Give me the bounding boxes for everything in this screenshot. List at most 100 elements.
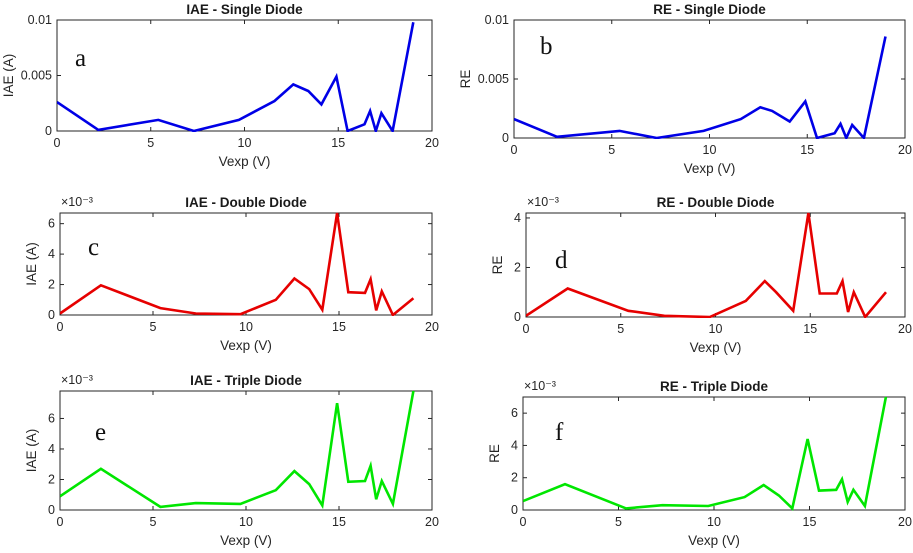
- data-point: [625, 507, 627, 509]
- data-point: [775, 291, 777, 293]
- data-point: [381, 290, 383, 292]
- data-point: [819, 292, 821, 294]
- data-point: [788, 120, 790, 122]
- y-tick-label: 4: [48, 247, 55, 261]
- panel-letter: f: [555, 419, 564, 446]
- data-point: [308, 483, 310, 485]
- data-point: [556, 136, 558, 138]
- y-tick-label: 0.01: [28, 13, 52, 27]
- x-tick-label: 0: [57, 515, 64, 529]
- data-point: [818, 489, 820, 491]
- axes-box: [56, 19, 433, 132]
- data-point: [56, 101, 58, 103]
- y-tick-label: 0.01: [485, 13, 509, 27]
- data-point: [293, 470, 295, 472]
- x-axis-label: Vexp (V): [684, 161, 736, 176]
- data-point: [392, 314, 394, 316]
- data-point: [791, 507, 793, 509]
- x-tick-label: 5: [147, 136, 154, 150]
- data-point: [381, 480, 383, 482]
- data-point: [863, 137, 865, 139]
- data-point: [321, 308, 323, 310]
- data-point: [762, 484, 764, 486]
- x-tick-label: 0: [57, 320, 64, 334]
- y-tick-label: 2: [48, 472, 55, 486]
- panel-letter: b: [540, 33, 553, 60]
- data-point: [833, 132, 835, 134]
- data-point: [375, 498, 377, 500]
- x-tick-label: 5: [150, 320, 157, 334]
- x-tick-label: 10: [239, 515, 253, 529]
- data-point: [885, 291, 887, 293]
- y-tick-label: 0: [45, 124, 52, 138]
- data-point: [522, 500, 524, 502]
- x-axis-label: Vexp (V): [220, 533, 272, 548]
- data-point: [792, 310, 794, 312]
- panel-a-iae-single-diode: 0 5 10 15 20 0 0.005 0.01 IAE - Single Diode Vexp…: [1, 2, 439, 169]
- panel-letter: a: [75, 45, 86, 72]
- data-point: [513, 118, 515, 120]
- data-point: [864, 505, 866, 507]
- data-point: [566, 287, 568, 289]
- data-point: [59, 312, 61, 314]
- panel-d-re-double-diode: 0 5 10 15 20 0 2 4 RE - Double Diode Vexp (V) RE ×1…: [490, 195, 912, 355]
- y-tick-label: 0.005: [478, 72, 509, 86]
- x-tick-label: 15: [332, 515, 346, 529]
- data-point: [380, 112, 382, 114]
- y-axis-multiplier: ×10⁻³: [524, 379, 556, 393]
- data-point: [745, 300, 747, 302]
- series-line: [523, 396, 888, 511]
- y-tick-label: 6: [48, 411, 55, 425]
- y-tick-label: 0: [48, 308, 55, 322]
- data-point: [771, 110, 773, 112]
- x-tick-label: 15: [332, 320, 346, 334]
- y-axis-label: IAE (A): [24, 429, 39, 473]
- data-point: [884, 35, 886, 37]
- y-tick-label: 0: [514, 310, 521, 324]
- data-point: [308, 288, 310, 290]
- x-tick-label: 10: [238, 136, 252, 150]
- y-tick-label: 4: [511, 438, 518, 452]
- y-tick-label: 2: [514, 260, 521, 274]
- data-point: [707, 505, 709, 507]
- data-point: [392, 503, 394, 505]
- y-axis-label: RE: [487, 444, 502, 463]
- y-tick-label: 6: [511, 406, 518, 420]
- data-point: [852, 489, 854, 491]
- data-point: [195, 312, 197, 314]
- data-point: [564, 483, 566, 485]
- data-point: [841, 478, 843, 480]
- x-tick-label: 15: [803, 515, 817, 529]
- y-axis-multiplier: ×10⁻³: [61, 195, 93, 209]
- x-axis-label: Vexp (V): [690, 340, 742, 355]
- data-point: [836, 292, 838, 294]
- data-point: [239, 313, 241, 315]
- x-tick-label: 5: [150, 515, 157, 529]
- data-point: [363, 123, 365, 125]
- data-point: [321, 504, 323, 506]
- x-tick-label: 20: [898, 143, 912, 157]
- data-point: [656, 137, 658, 139]
- data-point: [661, 504, 663, 506]
- x-tick-label: 0: [511, 143, 518, 157]
- data-point: [195, 502, 197, 504]
- data-point: [847, 501, 849, 503]
- panel-letter: e: [95, 419, 106, 446]
- data-point: [412, 297, 414, 299]
- x-tick-label: 15: [803, 322, 817, 336]
- data-point: [845, 137, 847, 139]
- data-point: [346, 130, 348, 132]
- data-point: [864, 316, 866, 318]
- data-point: [193, 130, 195, 132]
- y-tick-label: 0: [48, 503, 55, 517]
- data-point: [335, 75, 337, 77]
- data-point: [97, 129, 99, 131]
- series-line: [57, 21, 415, 132]
- x-tick-label: 10: [239, 320, 253, 334]
- data-point: [851, 124, 853, 126]
- y-tick-label: 0: [502, 131, 509, 145]
- data-point: [320, 103, 322, 105]
- y-tick-label: 2: [511, 471, 518, 485]
- panel-letter: d: [555, 247, 568, 274]
- data-point: [806, 438, 808, 440]
